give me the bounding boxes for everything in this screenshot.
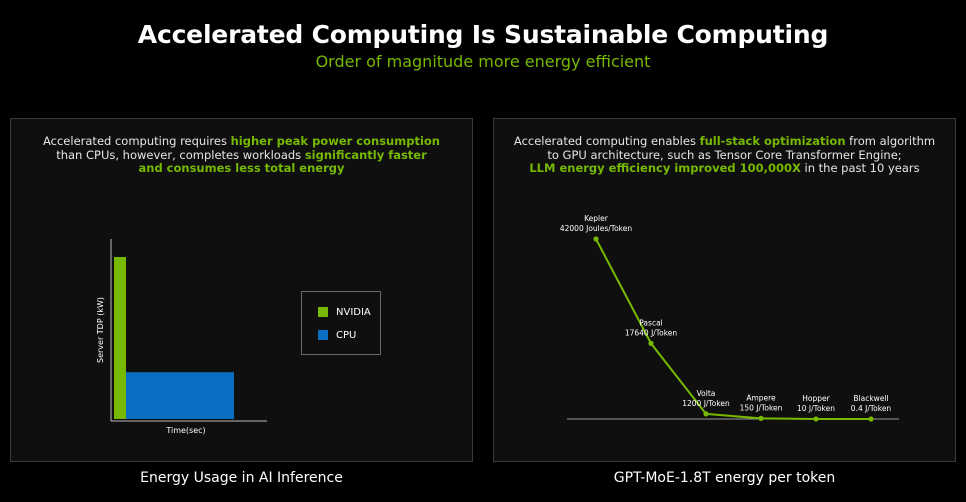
left-desc-1b: higher peak power consumption <box>230 134 440 148</box>
label-kepler-value: 42000 Joules/Token <box>560 224 633 233</box>
legend-label-nvidia: NVIDIA <box>336 306 371 318</box>
energy-usage-panel: Accelerated computing requires higher pe… <box>10 118 473 462</box>
energy-per-token-panel: Accelerated computing enables full-stack… <box>493 118 956 462</box>
right-desc-2: to GPU architecture, such as Tensor Core… <box>547 147 902 162</box>
bar-cpu <box>126 372 234 419</box>
energy-line <box>595 238 872 420</box>
label-ampere-name: Ampere <box>746 393 776 402</box>
right-desc-1c: from algorithm <box>845 134 936 148</box>
point-ampere <box>758 415 764 421</box>
point-hopper <box>813 416 819 422</box>
point-volta <box>703 411 709 417</box>
legend-item-nvidia: NVIDIA <box>318 305 371 319</box>
label-blackwell-name: Blackwell <box>853 394 888 403</box>
energy-usage-chart: Time(sec) Server TDP (kW) <box>96 239 267 435</box>
bar-nvidia <box>114 257 126 419</box>
label-kepler-name: Kepler <box>584 214 609 223</box>
point-kepler <box>593 236 599 242</box>
left-desc-1a: Accelerated computing requires <box>43 134 231 148</box>
right-desc-1a: Accelerated computing enables <box>513 134 700 148</box>
left-desc-2b: significantly faster <box>304 147 427 162</box>
label-pascal-name: Pascal <box>639 318 663 327</box>
left-description: Accelerated computing requires higher pe… <box>11 134 472 176</box>
right-desc-3a: LLM energy efficiency improved 100,000X <box>529 161 801 175</box>
y-axis-label: Server TDP (kW) <box>96 297 105 363</box>
page-title: Accelerated Computing Is Sustainable Com… <box>137 20 829 49</box>
cpu-swatch <box>318 330 328 340</box>
nvidia-swatch <box>318 307 328 317</box>
point-blackwell <box>868 416 874 422</box>
right-desc-1b: full-stack optimization <box>699 134 846 148</box>
page-subtitle: Order of magnitude more energy efficient <box>315 52 651 71</box>
legend-label-cpu: CPU <box>336 329 357 341</box>
left-desc-2a: than CPUs, however, completes workloads <box>56 147 305 162</box>
chart-legend: NVIDIA CPU <box>301 291 381 355</box>
label-blackwell-value: 0.4 J/Token <box>851 404 892 413</box>
label-pascal-value: 17640 J/Token <box>625 328 678 337</box>
left-caption: Energy Usage in AI Inference <box>140 470 343 486</box>
right-caption: GPT-MoE-1.8T energy per token <box>613 470 836 486</box>
right-description: Accelerated computing enables full-stack… <box>494 134 955 176</box>
label-ampere-value: 150 J/Token <box>740 403 783 412</box>
right-desc-3b: in the past 10 years <box>800 161 920 175</box>
left-desc-3: and consumes less total energy <box>138 161 345 175</box>
x-axis-label: Time(sec) <box>165 426 205 435</box>
label-volta-value: 1200 J/Token <box>682 399 730 408</box>
label-hopper-value: 10 J/Token <box>797 404 835 413</box>
point-pascal <box>648 340 654 346</box>
label-volta-name: Volta <box>697 389 716 398</box>
label-hopper-name: Hopper <box>802 394 830 403</box>
legend-item-cpu: CPU <box>318 328 356 342</box>
